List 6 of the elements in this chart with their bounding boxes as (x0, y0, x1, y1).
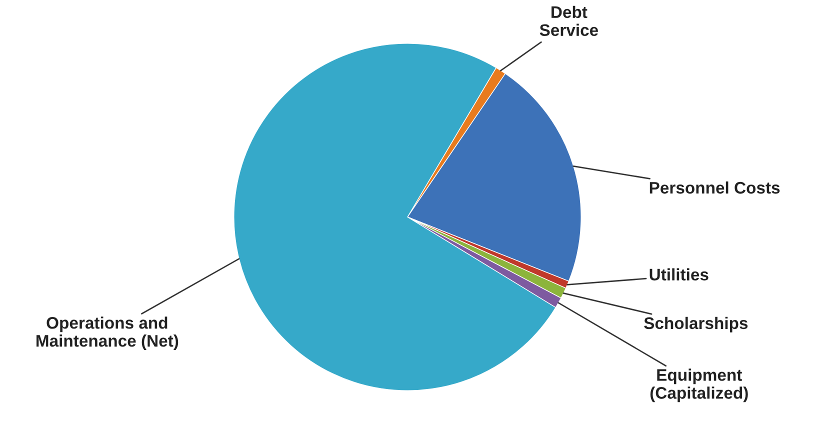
slice-label: Equipment (Capitalized) (650, 368, 748, 402)
slice-label: Personnel Costs (650, 181, 780, 194)
slice-label: Debt Service (540, 6, 598, 36)
slice-label: Operations and Maintenance (Net) (36, 316, 178, 350)
slice-label: Scholarships (644, 316, 748, 332)
slice-label: Utilities (650, 268, 708, 280)
